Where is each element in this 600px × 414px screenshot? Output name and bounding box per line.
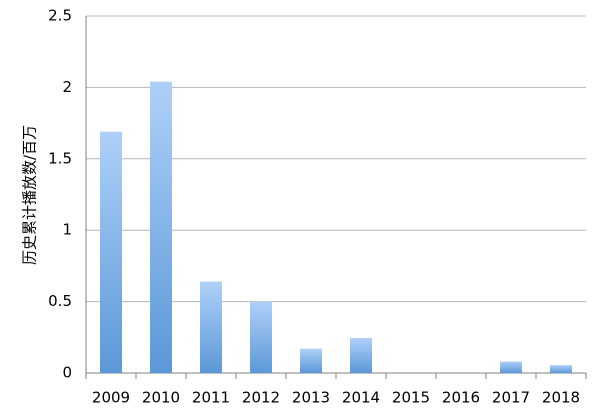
y-tick-label: 2.5 — [48, 7, 72, 25]
x-tick-label: 2018 — [542, 389, 580, 407]
bar — [250, 301, 272, 373]
bar — [300, 348, 322, 373]
x-tick-label: 2012 — [242, 389, 280, 407]
x-tick-label: 2014 — [342, 389, 380, 407]
bar — [200, 281, 222, 373]
x-tick-label: 2017 — [492, 389, 530, 407]
x-tick-label: 2009 — [92, 389, 130, 407]
y-tick-label: 2 — [62, 78, 72, 96]
y-tick-label: 1 — [62, 221, 72, 239]
y-tick-label: 1.5 — [48, 149, 72, 167]
x-tick-label: 2010 — [142, 389, 180, 407]
bar — [350, 338, 372, 373]
y-axis-label: 历史累计播放数/百万 — [21, 125, 39, 265]
bar — [150, 81, 172, 374]
x-tick-label: 2013 — [292, 389, 330, 407]
x-tick-label: 2015 — [392, 389, 430, 407]
bar — [550, 365, 572, 373]
x-tick-label: 2011 — [192, 389, 230, 407]
y-tick-label: 0 — [62, 364, 72, 382]
x-tick-label: 2016 — [442, 389, 480, 407]
bar — [500, 361, 522, 373]
bar — [100, 131, 122, 373]
y-tick-label: 0.5 — [48, 292, 72, 310]
